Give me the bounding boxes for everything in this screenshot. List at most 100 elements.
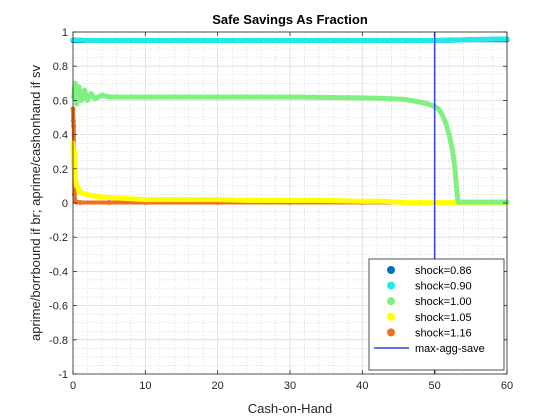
data-point	[287, 38, 293, 44]
data-point	[403, 97, 409, 103]
data-point	[452, 166, 458, 172]
x-tick-label: 20	[212, 380, 224, 392]
data-point	[359, 38, 365, 44]
y-tick-label: 0	[62, 198, 68, 210]
y-tick-label: -0.8	[49, 335, 68, 347]
y-tick-label: 0.2	[53, 164, 68, 176]
x-tick-label: 0	[70, 380, 76, 392]
data-point	[251, 197, 257, 203]
series-shock=0.90	[70, 36, 510, 44]
data-point	[446, 37, 452, 43]
legend-marker-swatch	[387, 266, 395, 274]
data-point	[456, 199, 462, 205]
legend-entry: shock=1.16	[387, 327, 472, 339]
x-tick-label: 10	[139, 380, 151, 392]
data-point	[76, 84, 82, 90]
data-point	[443, 120, 449, 126]
data-point	[450, 149, 456, 155]
x-tick-label: 60	[501, 380, 513, 392]
data-point	[142, 38, 148, 44]
series-layer	[70, 32, 510, 374]
data-point	[359, 198, 365, 204]
data-point	[77, 199, 83, 205]
data-point	[77, 190, 83, 196]
data-point	[72, 80, 78, 86]
data-point	[287, 197, 293, 203]
data-point	[84, 191, 90, 197]
data-point	[92, 193, 98, 199]
data-point	[71, 123, 77, 129]
data-point	[453, 183, 459, 189]
data-point	[82, 87, 88, 93]
data-point	[106, 199, 112, 205]
data-point	[106, 38, 112, 44]
y-tick-label: -0.6	[49, 301, 68, 313]
data-point	[490, 36, 496, 42]
data-point	[71, 94, 77, 100]
data-point	[84, 38, 90, 44]
data-point	[142, 94, 148, 100]
legend-label: shock=0.86	[415, 265, 472, 277]
legend-entry: shock=0.86	[387, 265, 472, 277]
series-shock=1.00	[71, 80, 510, 205]
legend-marker-swatch	[387, 328, 395, 337]
legend-entry: shock=1.00	[387, 296, 472, 308]
y-tick-label: -0.4	[49, 266, 68, 278]
legend-entry: max-agg-save	[374, 343, 485, 355]
data-point	[113, 195, 119, 201]
y-tick-label: 1	[62, 27, 68, 39]
data-point	[215, 38, 221, 44]
data-point	[84, 97, 90, 103]
y-tick-labels: -1 -0.8 -0.6 -0.4 -0.2 0 0.2 0.4 0.6 0.8 1	[49, 27, 68, 381]
data-point	[439, 111, 445, 117]
data-point	[490, 199, 496, 205]
data-point	[323, 197, 329, 203]
legend-marker-swatch	[387, 297, 395, 306]
legend-label: max-agg-save	[415, 343, 485, 355]
legend-marker-swatch	[387, 312, 395, 321]
data-point	[287, 94, 293, 100]
x-tick-labels: 0 10 20 30 40 50 60	[70, 380, 513, 392]
data-point	[88, 91, 94, 97]
legend-label: shock=0.90	[415, 281, 472, 293]
legend-entry: shock=1.05	[387, 312, 472, 324]
y-tick-label: 0.4	[53, 130, 68, 142]
legend-entry: shock=0.90	[387, 281, 472, 293]
data-point	[215, 94, 221, 100]
data-point	[106, 94, 112, 100]
data-point	[446, 132, 452, 138]
data-point	[99, 194, 105, 200]
data-point	[179, 197, 184, 203]
legend: shock=0.86 shock=0.90 shock=1.00 shock=1.05…	[368, 258, 505, 371]
x-tick-label: 40	[356, 380, 368, 392]
chart-title: Safe Savings As Fraction	[212, 12, 368, 27]
data-point	[142, 197, 148, 203]
legend-marker-swatch	[387, 281, 395, 290]
y-tick-label: 0.8	[53, 61, 68, 73]
data-point	[215, 197, 221, 203]
data-point	[417, 99, 423, 105]
legend-label: shock=1.00	[415, 296, 472, 308]
data-point	[461, 199, 467, 205]
data-point	[99, 92, 105, 98]
data-point	[468, 37, 474, 43]
data-point	[475, 199, 481, 205]
data-point	[74, 101, 80, 107]
y-axis-label: aprime/borrbound if br; aprime/cashonhan…	[28, 64, 43, 341]
data-point	[388, 96, 394, 102]
data-point	[359, 95, 365, 101]
data-point	[403, 200, 409, 206]
x-tick-label: 30	[284, 380, 296, 392]
legend-label: shock=1.16	[415, 327, 472, 339]
data-point	[435, 106, 441, 112]
data-point	[424, 101, 430, 107]
y-tick-label: -0.2	[49, 232, 68, 244]
x-tick-label: 50	[429, 380, 441, 392]
data-point	[417, 38, 423, 44]
data-point	[128, 196, 134, 202]
x-axis-label: Cash-on-Hand	[248, 401, 333, 416]
data-point	[381, 198, 387, 204]
data-point	[79, 97, 85, 103]
